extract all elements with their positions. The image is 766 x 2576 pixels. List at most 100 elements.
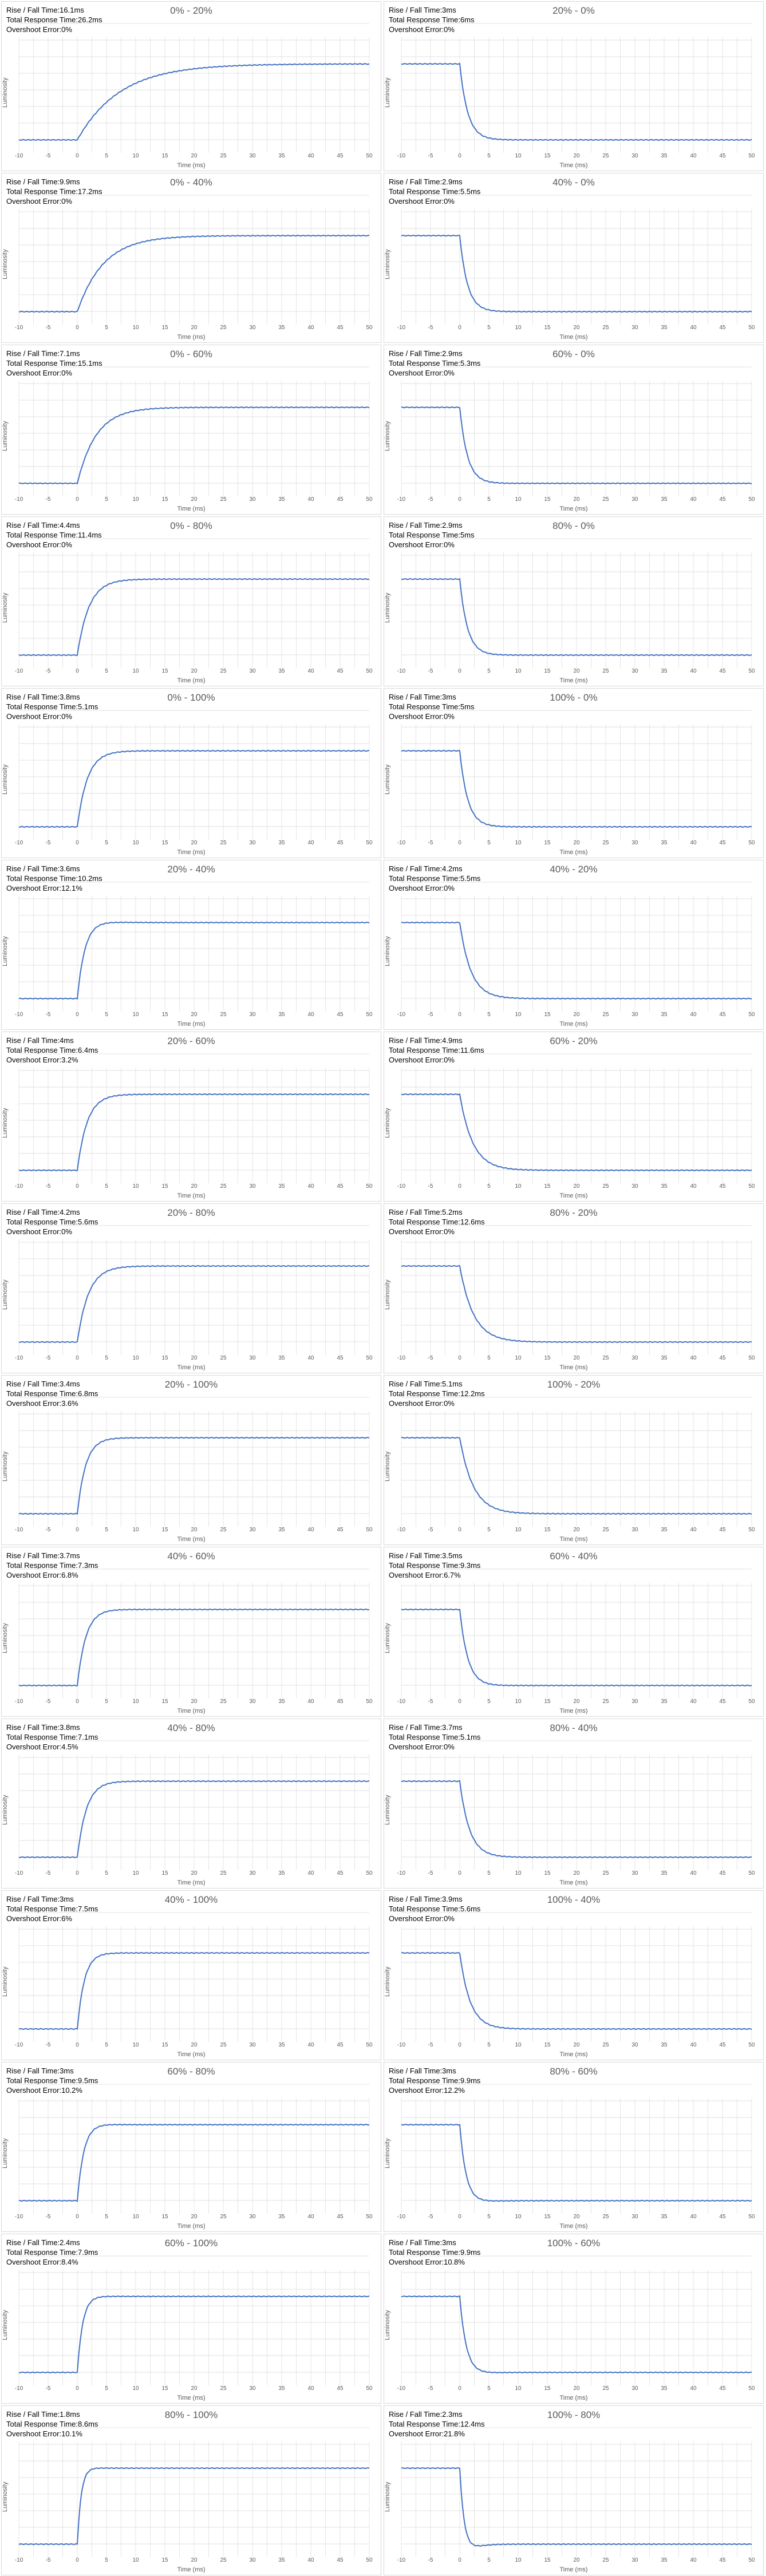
x-tick-label: 15 xyxy=(161,2214,168,2220)
x-tick-label: 0 xyxy=(76,668,79,674)
overshoot-error-label: Overshoot Error:8.4% xyxy=(6,2258,78,2266)
total-response-time-label: Total Response Time:8.6ms xyxy=(6,2420,98,2428)
x-tick-label: 35 xyxy=(661,2557,668,2563)
x-tick-label: 15 xyxy=(544,496,551,503)
x-tick-label: 5 xyxy=(487,153,491,159)
x-tick-label: 0 xyxy=(458,840,461,846)
rise-fall-time-label: Rise / Fall Time:3ms xyxy=(6,1895,74,1903)
chart-title: 80% - 20% xyxy=(550,1207,598,1218)
chart-stats: Rise / Fall Time:3.7ms Total Response Tim… xyxy=(389,1722,480,1752)
total-response-time-label: Total Response Time:9.9ms xyxy=(389,2076,481,2085)
x-axis-label: Time (ms) xyxy=(177,505,206,512)
x-tick-label: -10 xyxy=(15,153,23,159)
rise-fall-time-label: Rise / Fall Time:3.9ms xyxy=(389,1895,463,1903)
x-tick-label: -10 xyxy=(397,1012,406,1018)
overshoot-error-label: Overshoot Error:3.2% xyxy=(6,1056,78,1064)
rise-fall-time-label: Rise / Fall Time:9.9ms xyxy=(6,177,80,186)
x-axis-label: Time (ms) xyxy=(177,1879,206,1886)
x-tick-label: 30 xyxy=(631,2557,638,2563)
x-tick-label: -10 xyxy=(397,1183,406,1190)
rise-fall-time-label: Rise / Fall Time:5.2ms xyxy=(389,1208,463,1216)
x-tick-label: 0 xyxy=(458,153,461,159)
x-tick-label: 20 xyxy=(191,153,198,159)
series-line-luminosity xyxy=(18,1093,370,1172)
x-tick-label: 45 xyxy=(719,840,726,846)
chart-panel: Rise / Fall Time:2.9ms Total Response Tim… xyxy=(384,345,764,515)
x-tick-label: 35 xyxy=(278,2042,285,2048)
x-tick-label: -5 xyxy=(428,2557,433,2563)
chart-panel: Rise / Fall Time:3ms Total Response Time:… xyxy=(1,2062,381,2232)
chart-title: 40% - 0% xyxy=(552,177,595,188)
x-tick-label: -5 xyxy=(428,2042,433,2048)
x-tick-label: 50 xyxy=(748,1012,755,1018)
x-tick-label: 20 xyxy=(573,1355,580,1361)
chart-panel: Rise / Fall Time:4.2ms Total Response Tim… xyxy=(1,1203,381,1373)
chart-stats: Rise / Fall Time:3ms Total Response Time:… xyxy=(389,5,475,34)
x-tick-label: 40 xyxy=(307,496,314,503)
chart-panel: Rise / Fall Time:3.4ms Total Response Tim… xyxy=(1,1375,381,1545)
overshoot-error-label: Overshoot Error:10.2% xyxy=(6,2086,82,2095)
x-tick-label: 25 xyxy=(220,1012,227,1018)
x-tick-label: 0 xyxy=(76,2042,79,2048)
chart-panel: Rise / Fall Time:16.1ms Total Response Ti… xyxy=(1,1,381,171)
x-tick-label: 10 xyxy=(132,668,139,674)
x-tick-label: 25 xyxy=(220,1355,227,1361)
chart-title: 60% - 20% xyxy=(550,1036,598,1046)
x-tick-label: 45 xyxy=(719,1355,726,1361)
plot-area: -10 -5 0 5 10 15 20 25 30 35 40 45 50 xyxy=(15,710,373,846)
x-tick-label: 0 xyxy=(76,153,79,159)
x-tick-label: 5 xyxy=(487,1527,491,1533)
overshoot-error-label: Overshoot Error:6.7% xyxy=(389,1571,461,1579)
x-tick-label: -5 xyxy=(46,840,51,846)
chart-title: 100% - 80% xyxy=(547,2409,601,2420)
x-tick-label: 45 xyxy=(719,496,726,503)
total-response-time-label: Total Response Time:9.9ms xyxy=(389,2248,481,2257)
x-tick-label: 0 xyxy=(458,668,461,674)
chart-panel: Rise / Fall Time:3ms Total Response Time:… xyxy=(384,1,764,171)
series-line-luminosity xyxy=(401,2295,752,2374)
x-tick-label: 30 xyxy=(249,2214,256,2220)
rise-fall-time-label: Rise / Fall Time:2.4ms xyxy=(6,2238,80,2247)
x-tick-label: 20 xyxy=(191,840,198,846)
x-tick-label: 40 xyxy=(307,1355,314,1361)
x-tick-label: 10 xyxy=(515,496,522,503)
x-tick-label: -10 xyxy=(397,1870,406,1876)
x-tick-label: 30 xyxy=(249,2557,256,2563)
x-tick-label: -5 xyxy=(428,2214,433,2220)
x-tick-label: 15 xyxy=(161,2557,168,2563)
x-tick-label: 35 xyxy=(278,1355,285,1361)
overshoot-error-label: Overshoot Error:6.8% xyxy=(6,1571,78,1579)
x-tick-label: -5 xyxy=(46,496,51,503)
x-tick-label: 0 xyxy=(458,325,461,331)
x-tick-label: 45 xyxy=(719,1527,726,1533)
x-tick-label: 35 xyxy=(278,153,285,159)
chart-title: 20% - 100% xyxy=(164,1379,218,1390)
x-tick-label: 10 xyxy=(132,1527,139,1533)
x-tick-label: 5 xyxy=(105,1698,108,1705)
x-tick-label: 40 xyxy=(307,2214,314,2220)
chart-title: 80% - 40% xyxy=(550,1722,598,1733)
chart-panel: Rise / Fall Time:3ms Total Response Time:… xyxy=(384,2234,764,2404)
total-response-time-label: Total Response Time:7.9ms xyxy=(6,2248,98,2257)
series-line-luminosity xyxy=(401,578,752,657)
x-tick-label: 45 xyxy=(337,1355,343,1361)
series-line-luminosity xyxy=(401,1093,752,1172)
chart-title: 0% - 80% xyxy=(170,520,212,531)
x-tick-label: 10 xyxy=(515,153,522,159)
x-tick-label: 5 xyxy=(105,1527,108,1533)
x-tick-label: 25 xyxy=(220,153,227,159)
x-tick-label: 50 xyxy=(748,325,755,331)
x-tick-label: 25 xyxy=(602,1355,609,1361)
x-tick-label: 20 xyxy=(191,1355,198,1361)
x-tick-label: 0 xyxy=(458,2385,461,2392)
x-tick-label: -10 xyxy=(397,1355,406,1361)
plot-area: -10 -5 0 5 10 15 20 25 30 35 40 45 50 xyxy=(397,538,755,674)
x-tick-label: 5 xyxy=(105,2385,108,2392)
series-line-luminosity xyxy=(401,234,752,313)
x-tick-label: 20 xyxy=(573,1183,580,1190)
x-tick-label: -5 xyxy=(428,153,433,159)
plot-area: -10 -5 0 5 10 15 20 25 30 35 40 45 50 xyxy=(397,2255,755,2392)
total-response-time-label: Total Response Time:17.2ms xyxy=(6,187,102,196)
x-tick-label: 20 xyxy=(573,668,580,674)
x-tick-label: -5 xyxy=(428,668,433,674)
